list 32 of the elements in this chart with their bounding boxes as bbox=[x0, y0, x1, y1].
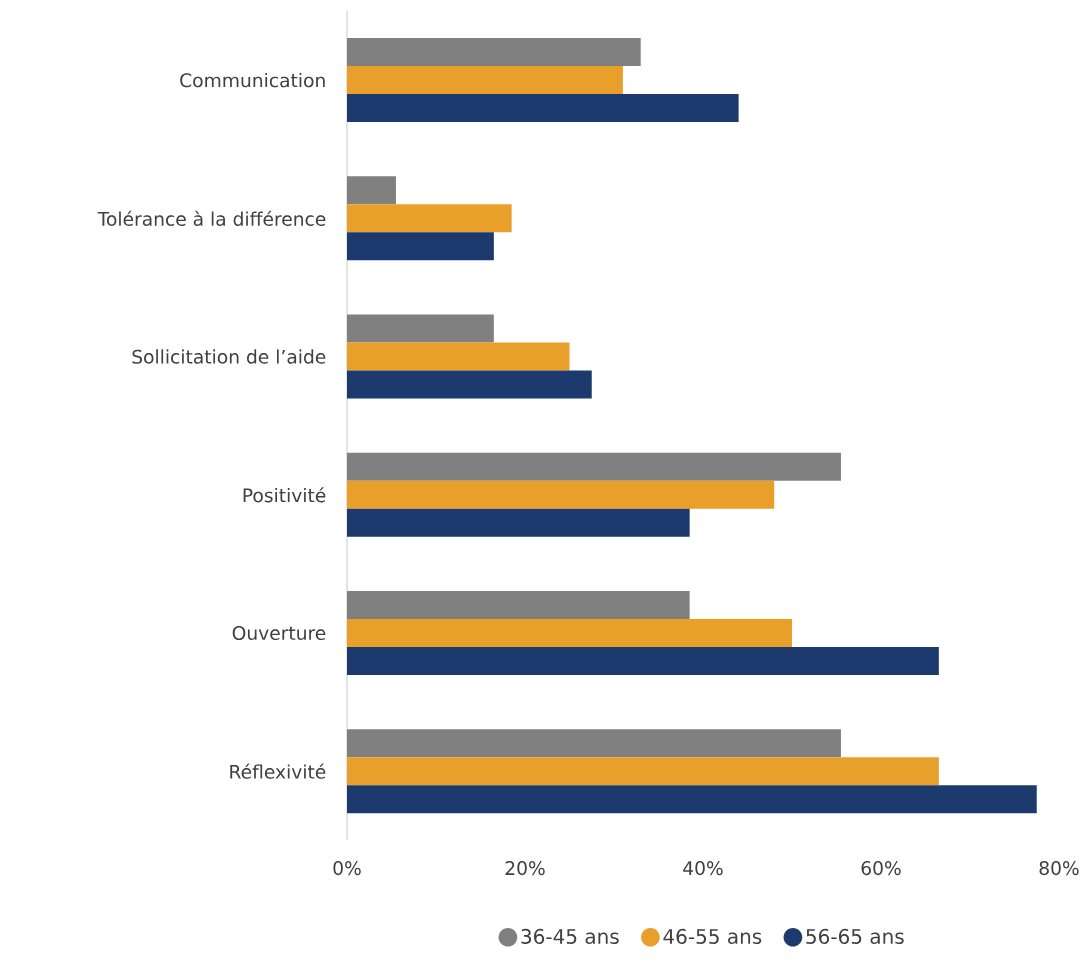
bar bbox=[347, 619, 792, 647]
x-tick-label: 40% bbox=[683, 861, 723, 876]
bar bbox=[347, 342, 570, 371]
legend-label: 46-55 ans bbox=[663, 928, 762, 944]
bar bbox=[347, 314, 494, 343]
bar bbox=[347, 480, 775, 509]
bar bbox=[347, 452, 841, 481]
x-tick-label: 60% bbox=[861, 861, 901, 876]
y-tick-label: Sollicitation de l’aide bbox=[132, 349, 326, 364]
bar bbox=[347, 94, 739, 123]
bar bbox=[347, 729, 841, 758]
bar bbox=[347, 508, 690, 537]
bar bbox=[347, 66, 623, 95]
bar bbox=[347, 785, 1037, 814]
bar bbox=[347, 370, 592, 399]
bar bbox=[347, 38, 641, 67]
bar bbox=[347, 757, 939, 786]
legend-label: 36-45 ans bbox=[521, 928, 619, 944]
y-tick-label: Réflexivité bbox=[230, 763, 326, 779]
y-tick-label: Positivité bbox=[243, 487, 326, 503]
y-tick-label: Communication bbox=[180, 72, 325, 88]
x-tick-label: 80% bbox=[1039, 861, 1079, 876]
bar bbox=[347, 647, 939, 675]
legend-label: 56-65 ans bbox=[806, 928, 904, 944]
x-tick-label: 20% bbox=[505, 861, 545, 876]
bar bbox=[347, 204, 512, 233]
bar bbox=[347, 232, 494, 261]
bar bbox=[347, 176, 396, 205]
y-tick-label: Ouverture bbox=[232, 625, 326, 641]
bar bbox=[347, 591, 690, 619]
x-tick-label: 0% bbox=[333, 861, 361, 876]
y-tick-label: Tolérance à la différence bbox=[97, 210, 326, 226]
